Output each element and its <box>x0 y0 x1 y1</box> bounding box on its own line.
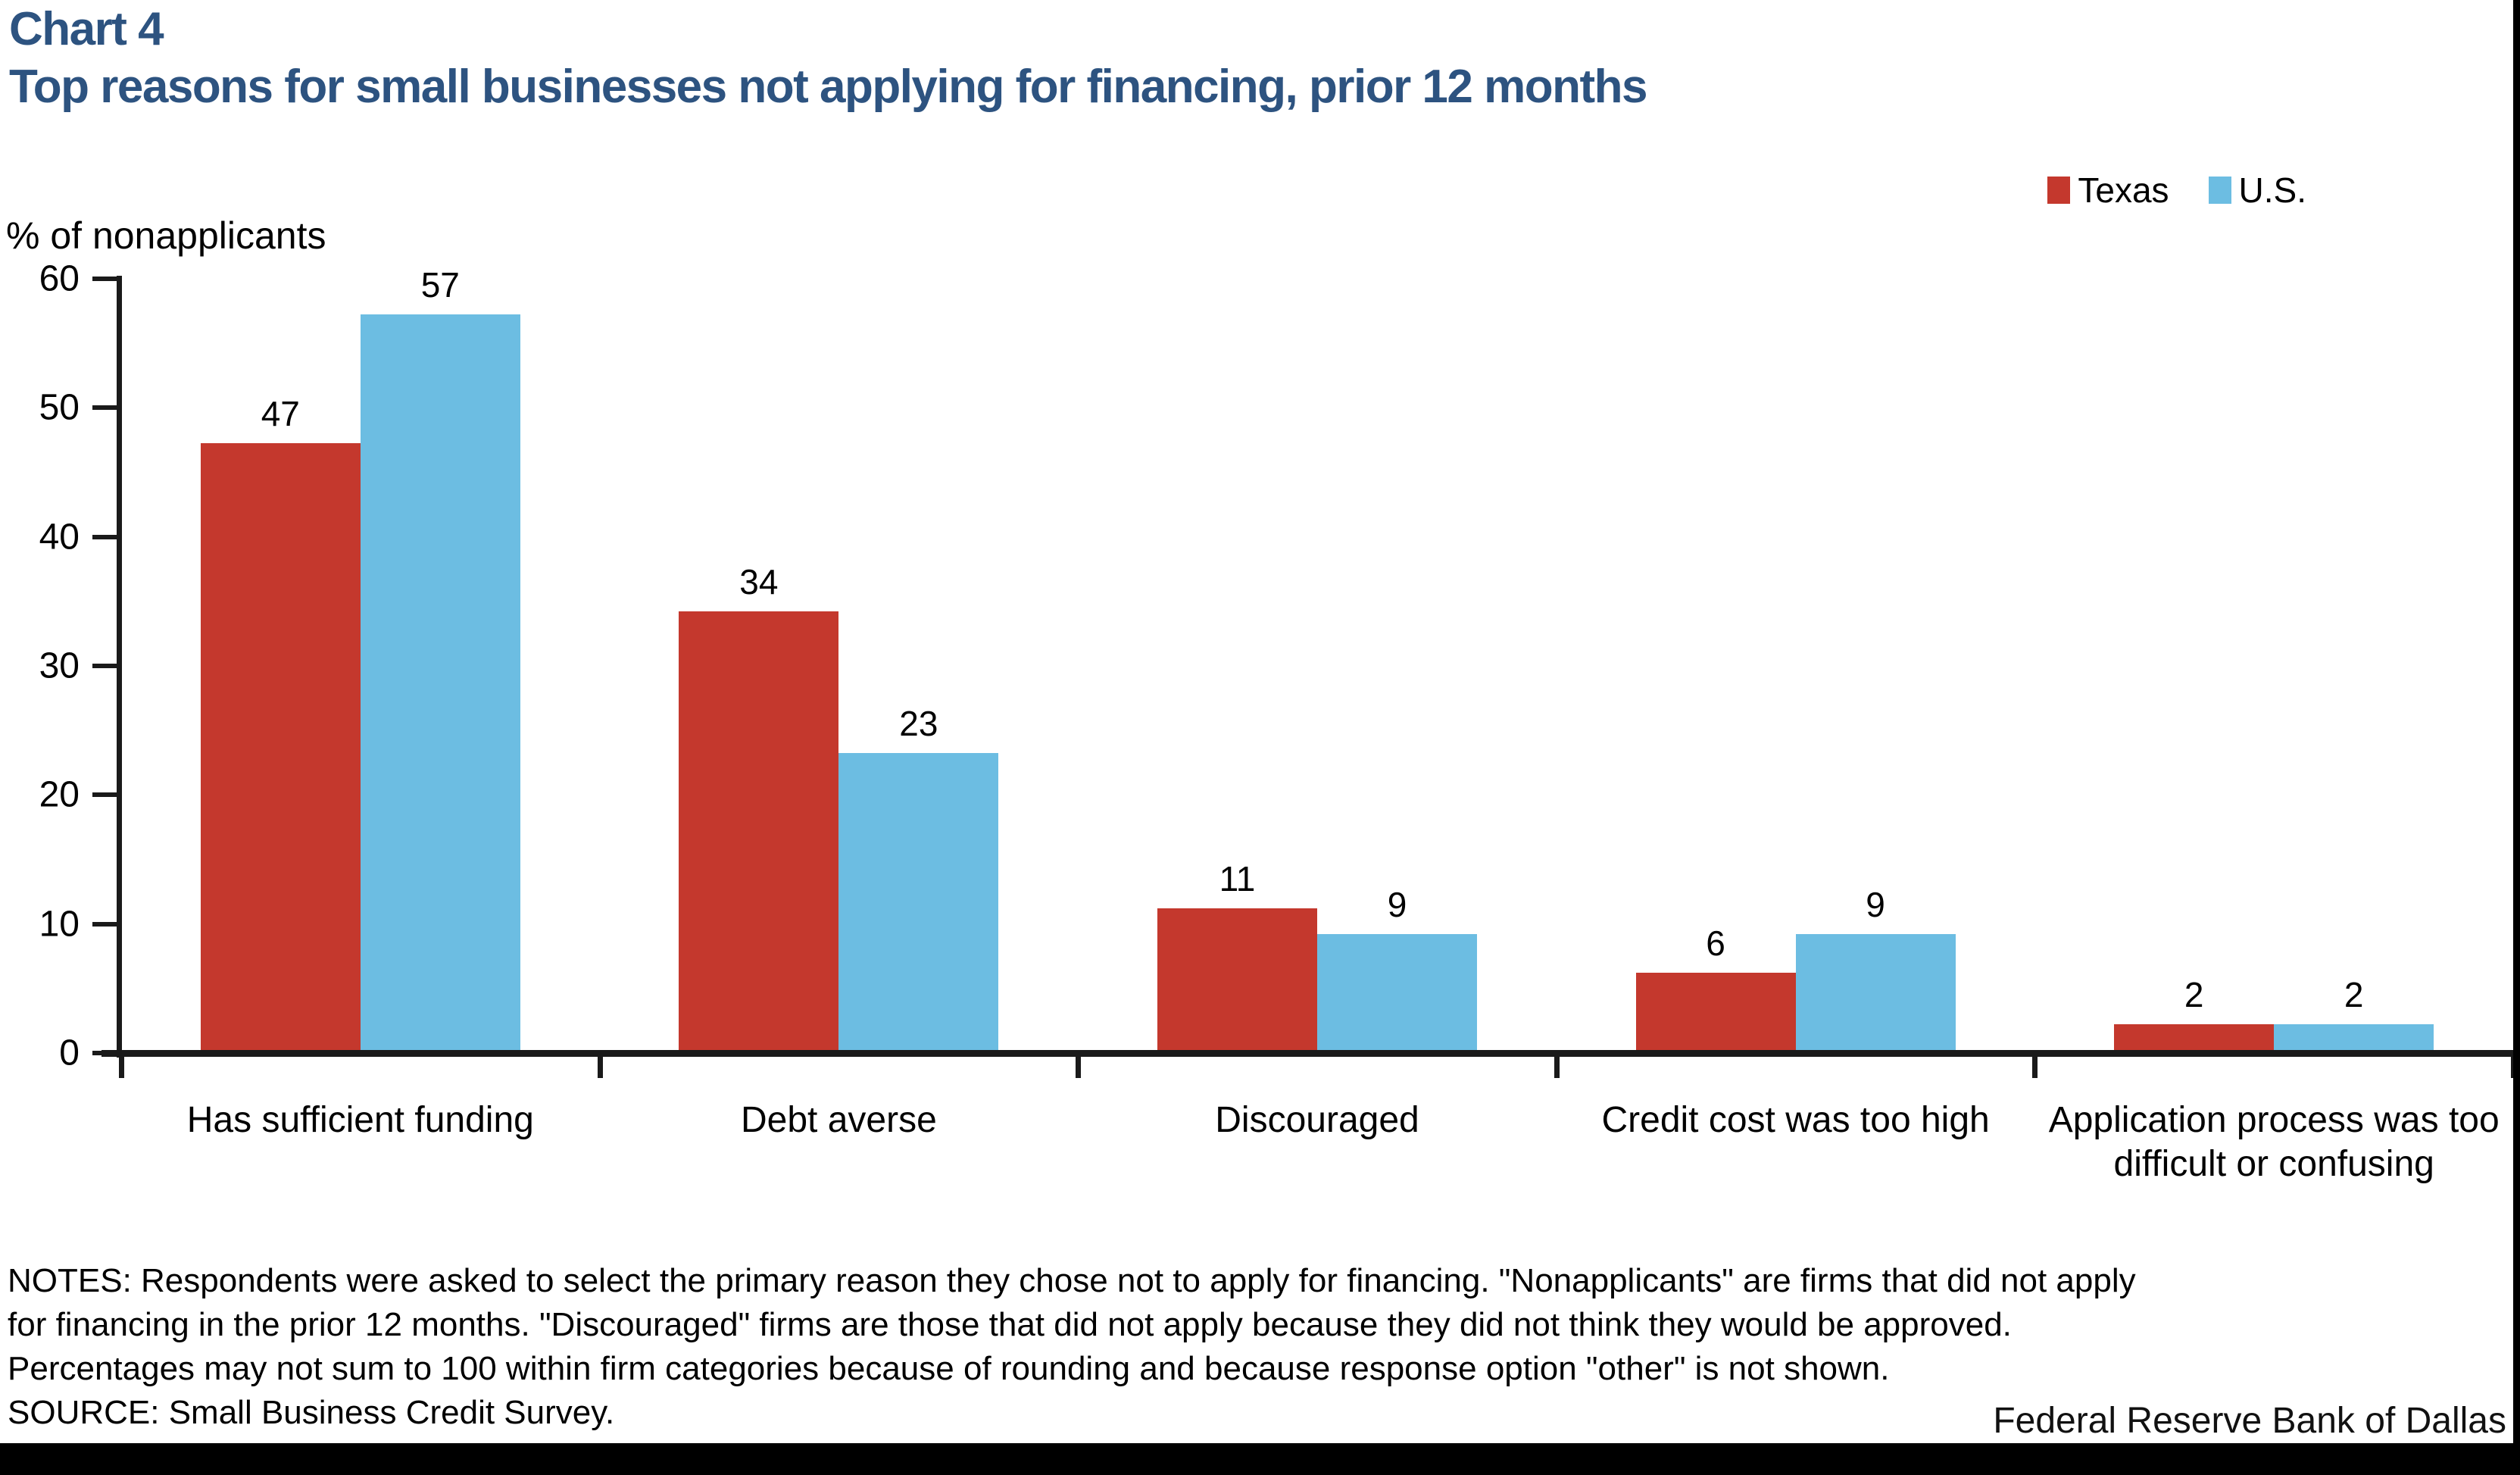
bar-value-label: 2 <box>2184 974 2204 1014</box>
bar-group: 11 9 <box>1078 279 1557 1050</box>
x-tick-mark <box>1076 1057 1082 1078</box>
x-tick-mark <box>597 1057 603 1078</box>
y-tick-label: 30 <box>39 645 80 686</box>
bar-texas: 2 <box>2114 975 2275 1050</box>
bar-value-label: 57 <box>420 265 460 305</box>
y-tick-label: 0 <box>59 1033 80 1073</box>
x-tick-mark <box>119 1057 124 1078</box>
y-tick-mark <box>92 792 117 798</box>
y-tick-mark <box>92 921 117 927</box>
bar-value-label: 11 <box>1219 858 1256 898</box>
bar-group: 34 23 <box>600 279 1079 1050</box>
legend-swatch-icon <box>2208 177 2231 204</box>
x-tick-mark <box>2032 1057 2038 1078</box>
note-line: NOTES: Respondents were asked to select … <box>8 1262 2136 1299</box>
bar-us: 2 <box>2274 975 2434 1050</box>
y-tick-mark <box>92 1051 117 1055</box>
y-tick-mark <box>92 405 117 411</box>
y-tick-label: 10 <box>39 904 80 945</box>
bar-value-label: 23 <box>899 704 938 744</box>
y-tick-label: 40 <box>39 517 80 558</box>
x-tick-mark <box>1554 1057 1560 1078</box>
x-category-label: Debt averse <box>740 1100 937 1140</box>
notes-block: NOTES: Respondents were asked to select … <box>8 1259 2136 1435</box>
bar-texas: 47 <box>200 394 361 1050</box>
x-category-label: Discouraged <box>1215 1100 1419 1140</box>
bar-us: 23 <box>838 704 999 1050</box>
x-axis-line <box>101 1050 2518 1057</box>
y-tick-mark <box>92 277 117 281</box>
plot-area: 0 10 20 30 40 50 60 47 57 Has sufficient funding 3… <box>39 259 2518 1184</box>
y-tick-label: 60 <box>39 258 80 299</box>
bar-group: 47 57 <box>121 265 600 1050</box>
legend-item-us: U.S. <box>2208 170 2306 211</box>
bar-texas: 34 <box>679 562 839 1050</box>
bar-us: 57 <box>360 265 520 1050</box>
bar-us: 9 <box>1795 885 1956 1050</box>
y-tick-label: 50 <box>39 387 80 428</box>
bar-value-label: 2 <box>2344 974 2364 1014</box>
bar-texas: 11 <box>1157 859 1317 1050</box>
y-tick-label: 20 <box>39 774 80 815</box>
bar-value-label: 9 <box>1387 884 1407 924</box>
page-title: Top reasons for small businesses not app… <box>9 61 1648 113</box>
publisher-brand: Federal Reserve Bank of Dallas <box>1993 1401 2506 1441</box>
chart-number: Chart 4 <box>9 3 164 55</box>
bar-value-label: 9 <box>1866 884 1885 924</box>
y-tick-mark <box>92 534 117 539</box>
y-tick-mark <box>92 664 117 668</box>
bottom-black-bar <box>0 1443 2520 1475</box>
bar-value-label: 47 <box>261 394 300 434</box>
chart-header: Chart 4 Top reasons for small businesses… <box>9 3 1648 114</box>
x-category-label: Credit cost was too high <box>1601 1100 1990 1140</box>
bar-value-label: 34 <box>739 561 779 602</box>
y-axis-line <box>117 276 122 1058</box>
legend-label: U.S. <box>2238 170 2306 210</box>
x-category-label: Application process was too difficult or… <box>2048 1100 2500 1184</box>
legend-swatch-icon <box>2047 177 2071 204</box>
legend: Texas U.S. <box>2047 170 2306 211</box>
right-black-border <box>2513 0 2520 1475</box>
legend-item-texas: Texas <box>2047 170 2169 211</box>
note-line: Percentages may not sum to 100 within fi… <box>8 1350 1890 1387</box>
bar-texas: 6 <box>1635 923 1796 1050</box>
note-line: for financing in the prior 12 months. "D… <box>8 1306 2012 1343</box>
legend-label: Texas <box>2078 170 2169 210</box>
note-line: SOURCE: Small Business Credit Survey. <box>8 1394 615 1431</box>
bar-us: 9 <box>1316 885 1477 1050</box>
y-axis-title: % of nonapplicants <box>6 214 326 257</box>
bar-value-label: 6 <box>1706 923 1725 963</box>
x-category-label: Has sufficient funding <box>186 1100 534 1140</box>
